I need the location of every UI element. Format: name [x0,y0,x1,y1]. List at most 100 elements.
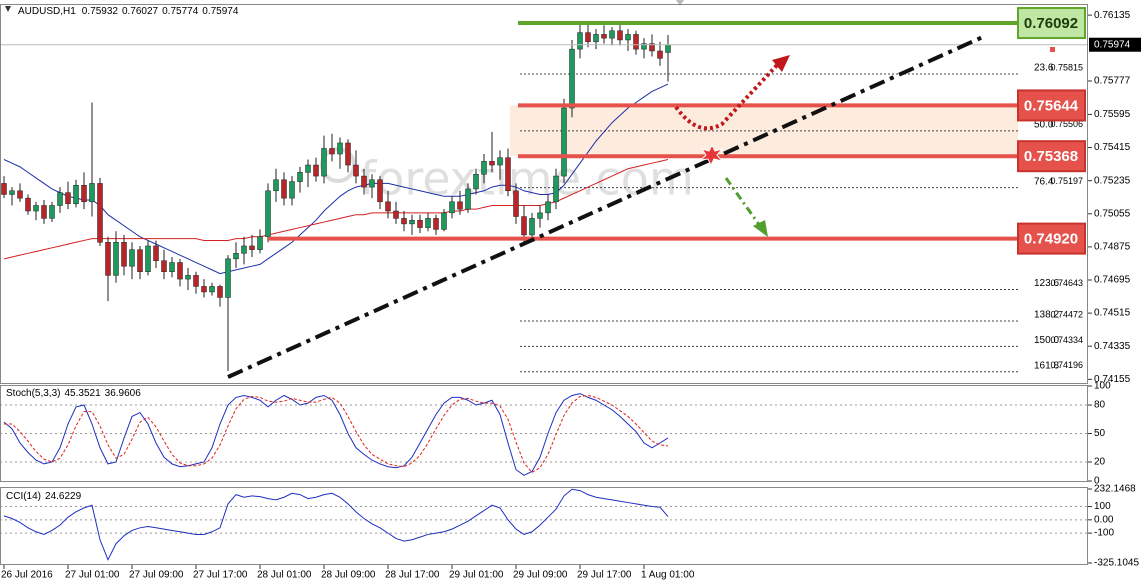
stoch-title: Stoch(5,3,3) 45.3521 36.9606 [6,388,141,399]
x-tick-label: 27 Jul 17:00 [193,570,248,581]
x-tick-label: 27 Jul 01:00 [65,570,120,581]
x-tick-label: 29 Jul 09:00 [513,570,568,581]
x-tick-label: 27 Jul 09:00 [129,570,184,581]
main-panel-frame [0,4,1088,384]
y-tick-label: 0 [1094,476,1100,487]
level-box [1017,89,1086,122]
candle-body [169,262,175,272]
candle-body [321,148,327,177]
watermark: forextime.com [320,147,694,206]
candle-body [345,142,351,166]
candle-body [441,212,447,230]
candle-body [561,107,567,177]
candle-body [449,201,455,214]
y-tick-label: 0.00 [1094,514,1114,525]
stoch-panel-frame [0,385,1088,482]
candle-body [313,164,319,177]
bullish-arrow [674,62,780,131]
candle-body [593,34,599,43]
candle-body [513,190,519,217]
y-tick-label: -325.1045 [1094,558,1139,569]
breakout-burst [699,143,724,167]
y-tick-label: 0.75235 [1094,175,1131,186]
y-tick-label: 0.74155 [1094,374,1131,385]
candle-body [73,185,79,204]
candle-body [433,218,439,230]
candle-body [521,216,527,236]
candle-body [193,275,199,287]
fib-level-label: 123.6 [1034,278,1059,289]
fib-level-label: 50.0 [1034,119,1054,130]
indicator-line [3,488,669,561]
candle-body [417,219,423,228]
x-tick-label: 28 Jul 01:00 [257,570,312,581]
shift-marker [676,0,684,6]
candle-body [617,30,623,41]
candle-body [305,164,311,173]
symbol-icon [5,6,11,12]
candle-body [553,175,559,203]
symbol: AUDUSD,H1 [18,6,76,17]
candle-body [289,181,295,199]
candle-body [57,192,63,206]
watermark-text: forextime.com [360,152,694,206]
current-price-box [1089,37,1141,52]
close-price: 0.75974 [202,6,239,17]
candle-body [569,48,575,109]
candle-body [185,275,191,280]
candle-body [209,286,215,293]
fib-level-label: 161.8 [1034,360,1059,371]
bullish-arrowhead [772,55,790,72]
candle-body [49,205,55,219]
candle-body [529,218,535,236]
fib-value-label: 0.74643 [1050,278,1083,288]
y-tick-label: 0.75415 [1094,142,1131,153]
candle-body [353,164,359,177]
candle-body [233,253,239,260]
candle-body [281,179,287,199]
y-tick-label: 80 [1094,400,1106,411]
candle-body [297,172,303,182]
fib-value-label: 0.75506 [1050,119,1083,129]
x-tick-label: 28 Jul 09:00 [321,570,376,581]
fib-level-label: 150.0 [1034,335,1059,346]
x-tick-label: 29 Jul 01:00 [449,570,504,581]
y-tick-label: 0.75055 [1094,208,1131,219]
candle-body [9,190,15,195]
candle-body [545,201,551,214]
fib-value-label: 0.74196 [1050,360,1083,370]
candle-body [257,236,263,250]
y-tick-label: 100 [1094,501,1111,512]
candle-body [225,258,231,298]
candle-body [481,161,487,175]
level-label: 0.74920 [1024,231,1078,248]
candle-body [585,32,591,43]
candle-body [649,43,655,52]
chart-title: AUDUSD,H1 0.75932 0.76027 0.75774 0.75974 [18,6,239,17]
candle-body [265,190,271,238]
candle-body [609,30,615,39]
y-tick-label: 0.75595 [1094,109,1131,120]
candle-body [625,34,631,41]
candle-body [329,148,335,155]
y-tick-label: 0.75777 [1094,76,1131,87]
bearish-arrow [724,177,762,227]
annotations: AUDUSD,H1 0.75932 0.76027 0.75774 0.75974 St… [5,0,1055,502]
y-tick-label: 50 [1094,428,1106,439]
candle-body [369,179,375,188]
candle-body [361,175,367,188]
candle-body [113,242,119,276]
level-box [1017,140,1086,173]
candle-body [601,34,607,39]
fib-level-label: 76.4 [1034,176,1054,187]
candle-body [105,242,111,276]
y-tick-label: 0.74515 [1094,308,1131,319]
candle-body [249,245,255,250]
candle-body [177,262,183,280]
level-label: 0.75644 [1024,97,1079,114]
candle-body [17,190,23,199]
candle-body [161,260,167,272]
fib-level-label: 138.2 [1034,310,1059,321]
level-label: 0.75368 [1024,148,1078,165]
candle-body [145,245,151,272]
